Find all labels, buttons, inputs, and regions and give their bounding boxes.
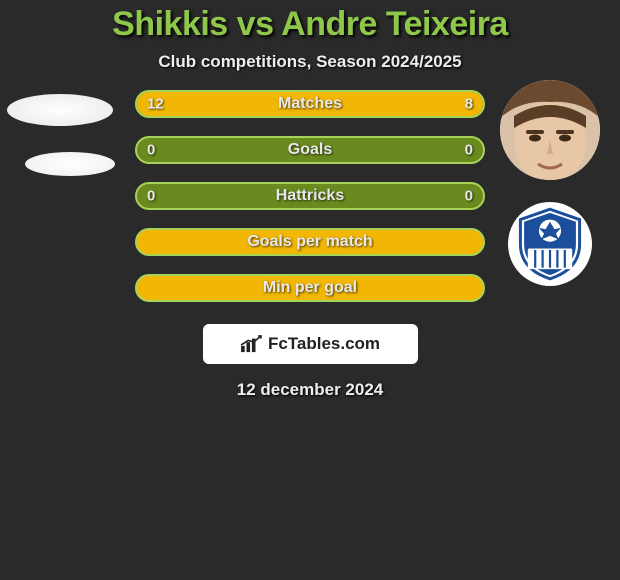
left-player-avatar <box>7 94 113 126</box>
stat-fill-right <box>345 92 483 116</box>
stat-value-right: 0 <box>465 188 473 205</box>
stat-label: Min per goal <box>263 279 357 297</box>
stat-row: Goals per match <box>135 228 485 256</box>
subtitle: Club competitions, Season 2024/2025 <box>0 52 620 72</box>
stat-value-right: 8 <box>465 96 473 113</box>
brand-box[interactable]: FcTables.com <box>203 324 418 364</box>
stat-label: Goals <box>288 141 332 159</box>
stat-value-left: 0 <box>147 142 155 159</box>
anorthosis-crest-icon <box>513 207 587 281</box>
stat-rows: 12 8 Matches 0 0 Goals 0 0 Hattricks Goals per ma… <box>135 90 485 302</box>
stat-value-right: 0 <box>465 142 473 159</box>
stat-row: 0 0 Hattricks <box>135 182 485 210</box>
stat-label: Matches <box>278 95 342 113</box>
stats-area: 12 8 Matches 0 0 Goals 0 0 Hattricks Goals per ma… <box>0 90 620 302</box>
stat-row: Min per goal <box>135 274 485 302</box>
stat-value-left: 12 <box>147 96 164 113</box>
right-player-avatar <box>500 80 600 180</box>
stat-label: Hattricks <box>276 187 344 205</box>
page-title: Shikkis vs Andre Teixeira <box>0 5 620 44</box>
brand-text: FcTables.com <box>268 334 380 354</box>
bar-chart-icon <box>240 335 262 353</box>
right-club-badge <box>508 202 592 286</box>
left-club-badge <box>25 152 115 176</box>
stat-row: 12 8 Matches <box>135 90 485 118</box>
comparison-card: Shikkis vs Andre Teixeira Club competiti… <box>0 0 620 400</box>
player-face-icon <box>500 80 600 180</box>
stat-label: Goals per match <box>247 233 372 251</box>
date-line: 12 december 2024 <box>0 380 620 400</box>
stat-row: 0 0 Goals <box>135 136 485 164</box>
stat-value-left: 0 <box>147 188 155 205</box>
